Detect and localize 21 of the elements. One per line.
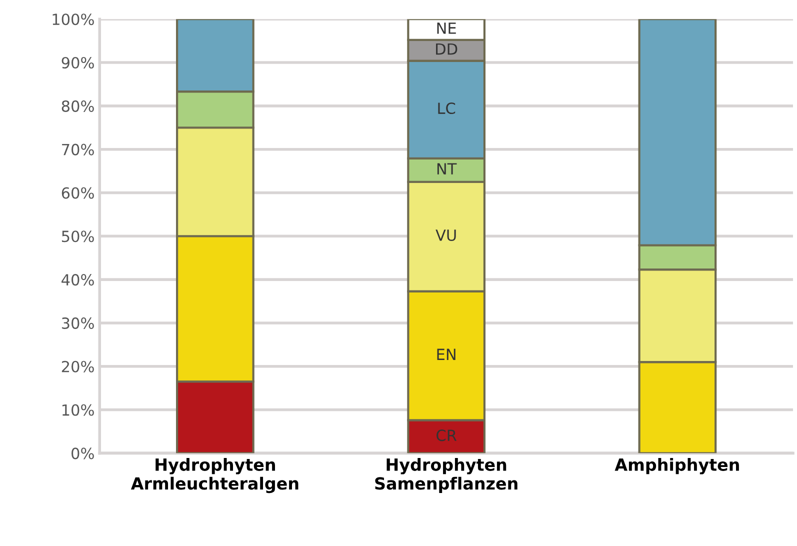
x-tick-label: Hydrophyten Samenpflanzen	[375, 458, 518, 493]
series-label: VU	[436, 230, 456, 242]
y-tick-label: 90%	[62, 56, 94, 69]
series-label: EN	[437, 348, 456, 360]
y-tick-label: 20%	[62, 360, 94, 372]
series-label: LC	[438, 102, 456, 114]
y-tick-label: 50%	[62, 230, 94, 242]
y-tick-label: 30%	[62, 317, 94, 329]
series-label: CR	[436, 430, 457, 442]
series-label: NE	[437, 22, 456, 34]
y-tick-label: 70%	[62, 144, 94, 156]
y-tick-label: 80%	[62, 100, 94, 112]
y-tick-label: 10%	[62, 404, 94, 416]
x-tick-label: Hydrophyten Armleuchteralgen	[130, 458, 298, 494]
y-tick-label: 40%	[62, 274, 94, 286]
series-label: DD	[436, 43, 458, 55]
y-tick-label: 100%	[52, 14, 94, 26]
x-tick-label: Amphiphyten	[614, 458, 739, 474]
y-tick-label: 0%	[72, 448, 94, 460]
y-tick-label: 60%	[62, 187, 94, 199]
series-label: NT	[437, 163, 457, 174]
